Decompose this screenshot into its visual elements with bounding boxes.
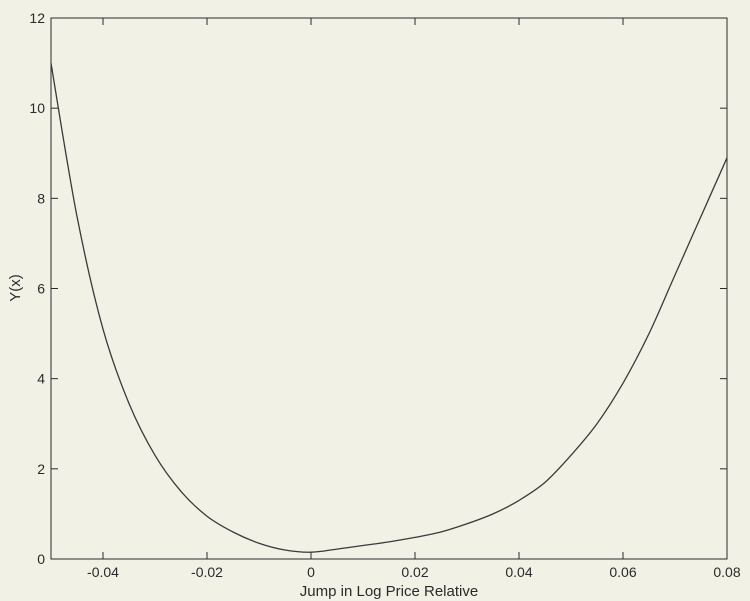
y-tick-label: 12 <box>29 10 45 26</box>
x-tick-label: -0.04 <box>87 564 119 580</box>
x-tick-label: 0.02 <box>401 564 428 580</box>
y-tick-label: 4 <box>37 371 45 387</box>
plot-area <box>51 18 727 559</box>
x-tick-label: 0.06 <box>609 564 636 580</box>
y-tick-label: 0 <box>37 551 45 567</box>
y-tick-label: 2 <box>37 461 45 477</box>
series-line <box>51 63 727 552</box>
y-tick-label: 6 <box>37 281 45 297</box>
x-tick-label: 0.04 <box>505 564 532 580</box>
y-axis-label: Y(x) <box>7 274 24 302</box>
x-tick-label: 0.08 <box>713 564 740 580</box>
x-tick-label: 0 <box>307 564 315 580</box>
x-axis-label: Jump in Log Price Relative <box>300 583 478 600</box>
x-tick-label: -0.02 <box>191 564 223 580</box>
y-tick-label: 10 <box>29 100 45 116</box>
y-tick-label: 8 <box>37 190 45 206</box>
y-axis-ticks: 0 2 4 6 8 10 12 <box>29 10 727 567</box>
